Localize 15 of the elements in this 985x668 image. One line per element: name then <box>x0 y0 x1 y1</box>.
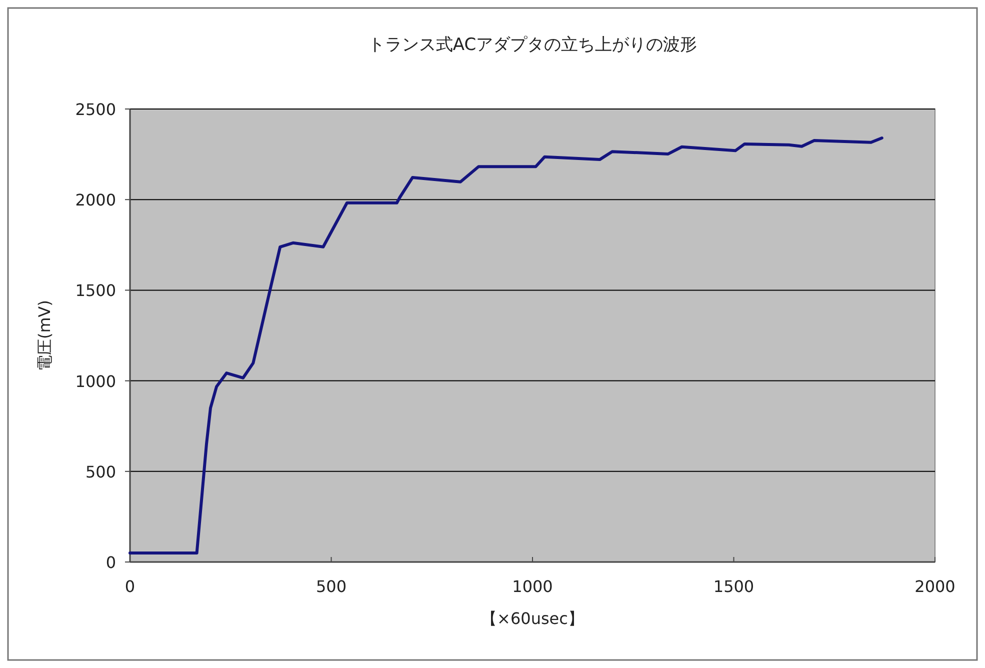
x-tick-label: 2000 <box>914 577 956 596</box>
y-axis-title: 電圧(mV) <box>35 300 54 372</box>
x-tick-label: 0 <box>124 577 136 596</box>
line-series <box>128 136 884 554</box>
y-tick-label: 0 <box>106 553 116 572</box>
x-tick-label: 1000 <box>512 577 553 596</box>
y-tick-label: 2500 <box>75 100 116 119</box>
y-tick-label: 2000 <box>75 190 116 210</box>
x-tick-label: 500 <box>316 577 347 596</box>
x-tick-label: 1500 <box>713 577 754 596</box>
chart-title: トランス式ACアダプタの立ち上がりの波形 <box>368 35 698 55</box>
y-tick-label: 1000 <box>75 372 116 391</box>
x-axis-title: 【×60usec】 <box>481 609 584 628</box>
y-tick-label: 500 <box>85 462 116 482</box>
y-tick-label: 1500 <box>75 281 116 300</box>
